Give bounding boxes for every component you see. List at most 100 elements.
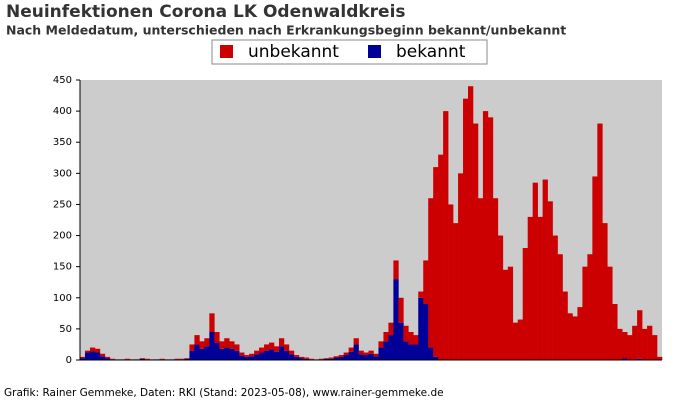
bar-segment: [99, 353, 106, 357]
bar-segment: [647, 325, 653, 360]
bar-segment: [492, 198, 499, 360]
y-tick-label: 350: [53, 137, 72, 148]
bar-segment: [517, 319, 524, 360]
bar-segment: [323, 358, 330, 360]
bar-segment: [174, 358, 180, 360]
y-tick-label: 150: [53, 262, 72, 273]
bar-segment: [244, 356, 250, 360]
bar-segment: [393, 279, 399, 360]
bar-segment: [249, 353, 255, 357]
bar-segment: [104, 358, 111, 360]
bar-segment: [512, 322, 519, 360]
bar-segment: [502, 269, 509, 360]
bar-segment: [388, 335, 394, 360]
legend-box: [211, 39, 488, 65]
bar-segment: [159, 358, 165, 360]
bar-segment: [567, 313, 573, 360]
bar-segment: [84, 352, 91, 360]
bar-segment: [507, 266, 514, 360]
bar-segment: [632, 325, 638, 360]
bar-segment: [94, 348, 101, 353]
bar-segment: [189, 350, 195, 360]
legend-swatch: [220, 45, 233, 58]
bar-segment: [403, 341, 409, 360]
bar-segment: [278, 338, 285, 347]
bar-segment: [283, 350, 290, 360]
bar-segment: [239, 352, 245, 356]
bar-segment: [224, 347, 230, 360]
bar-segment: [562, 291, 568, 360]
bar-segment: [338, 355, 344, 357]
bar-segment: [89, 347, 96, 352]
bar-segment: [109, 358, 116, 360]
bar-segment: [463, 98, 469, 361]
bar-segment: [264, 350, 270, 360]
bar-segment: [249, 356, 255, 360]
bar-segment: [612, 304, 618, 360]
bar-segment: [413, 335, 419, 345]
bar-segment: [318, 358, 325, 360]
bar-segment: [293, 355, 300, 357]
bar-segment: [328, 358, 334, 360]
bar-segment: [323, 358, 330, 359]
bar-segment: [368, 350, 374, 354]
bar-segment: [482, 111, 489, 360]
bar-segment: [542, 179, 548, 360]
bar-segment: [199, 348, 205, 360]
bar-segment: [353, 344, 359, 360]
bar-segment: [333, 357, 339, 360]
bar-segment: [234, 350, 240, 360]
bar-segment: [264, 344, 270, 351]
bar-segment: [303, 358, 310, 360]
bar-segment: [423, 304, 429, 360]
bar-segment: [80, 356, 86, 359]
bar-segment: [84, 350, 91, 353]
bar-segment: [383, 341, 389, 360]
bar-segment: [438, 154, 444, 360]
bar-segment: [104, 356, 111, 359]
bar-segment: [657, 356, 663, 360]
bar-segment: [358, 354, 364, 360]
bar-segment: [184, 358, 190, 360]
bar-segment: [234, 344, 240, 351]
bar-segment: [363, 355, 369, 360]
bar-segment: [184, 358, 190, 359]
bar-segment: [144, 358, 150, 360]
bar-segment: [209, 332, 215, 360]
bar-segment: [423, 260, 429, 304]
bar-segment: [333, 356, 339, 358]
bar-segment: [269, 349, 275, 360]
bar-segment: [393, 260, 399, 280]
bar-segment: [477, 198, 484, 360]
bar-segment: [433, 167, 439, 357]
bar-segment: [308, 358, 315, 360]
y-tick-label: 250: [53, 199, 72, 210]
bar-segment: [582, 266, 588, 360]
bar-segment: [303, 357, 310, 359]
bar-segment: [214, 332, 220, 343]
y-tick-label: 0: [66, 355, 72, 366]
bar-segment: [627, 335, 633, 360]
chart-title: Neuinfektionen Corona LK Odenwaldkreis: [6, 2, 406, 22]
bar-segment: [244, 355, 250, 357]
bar-segment: [214, 342, 220, 360]
bar-segment: [179, 358, 185, 360]
y-tick-label: 50: [59, 324, 72, 335]
bar-segment: [328, 357, 334, 359]
bar-segment: [209, 313, 215, 332]
legend-label: unbekannt: [248, 42, 339, 62]
bar-segment: [383, 332, 389, 342]
bar-segment: [219, 341, 225, 349]
chart-subtitle: Nach Meldedatum, unterschieden nach Erkr…: [6, 23, 566, 38]
bar-segment: [274, 351, 280, 360]
bar-segment: [194, 335, 200, 345]
bar-segment: [219, 348, 225, 360]
bar-segment: [487, 117, 494, 360]
bar-segment: [398, 322, 404, 360]
y-tick-label: 100: [53, 293, 72, 304]
bar-segment: [622, 358, 628, 360]
bar-segment: [602, 223, 608, 360]
bar-segment: [408, 332, 414, 345]
bar-segment: [537, 216, 543, 360]
bar-segment: [622, 332, 628, 359]
